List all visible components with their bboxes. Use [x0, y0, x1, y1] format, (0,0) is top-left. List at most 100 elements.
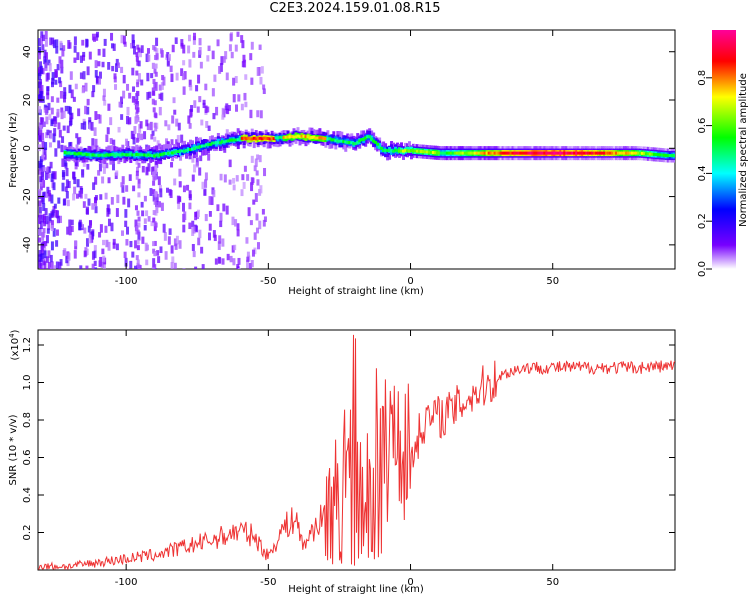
spectrogram-cell	[128, 174, 132, 181]
spectrogram-cell	[212, 189, 216, 198]
spectrogram-cell	[198, 38, 202, 46]
spectrogram-cell	[153, 46, 157, 52]
spectrogram-cell	[65, 191, 69, 199]
spectrogram-cell	[76, 52, 80, 61]
spectrogram-cell	[136, 166, 140, 173]
snr-y-tick-label: 1.2	[22, 337, 33, 353]
spectrogram-cell	[57, 197, 61, 204]
spectrogram-cell	[69, 152, 73, 156]
spectrogram-cell	[113, 76, 117, 83]
spectrogram-cell	[140, 201, 144, 208]
spectrogram-cell	[224, 51, 228, 60]
spectrogram-cell	[233, 268, 237, 269]
spectrogram-cell	[218, 141, 222, 145]
spectrogram-cell	[44, 241, 48, 247]
spectrogram-cell	[72, 193, 76, 201]
spectrogram-cell	[191, 174, 195, 182]
spectrogram-cell	[216, 39, 220, 47]
spectrogram-cell	[250, 260, 254, 268]
spectrogram-cell	[152, 258, 156, 268]
spectrogram-cell	[136, 229, 140, 235]
spectrogram-cell	[193, 164, 197, 173]
spectrogram-cell	[236, 138, 240, 142]
spectrogram-cell	[135, 93, 139, 101]
spectrogram-cell	[211, 50, 215, 60]
spectrogram-cell	[198, 46, 202, 55]
spectrogram-cell	[266, 136, 270, 140]
spectrogram-cell	[145, 153, 149, 157]
spectrogram-cell	[50, 96, 54, 103]
spectrogram-cell	[136, 82, 140, 88]
spectrogram-cell	[198, 145, 202, 149]
spectrogram-cell	[94, 60, 98, 69]
spectrogram-cell	[84, 193, 88, 199]
spectrogram-cell	[236, 229, 240, 237]
spectrogram-cell	[119, 153, 123, 157]
spectrogram-cell	[152, 194, 156, 202]
spectrogram-cell	[38, 229, 42, 236]
spectrogram-cell	[204, 105, 208, 114]
spectrogram-cell	[235, 175, 239, 182]
spectrogram-cell	[62, 110, 66, 119]
spectrogram-cell	[583, 151, 587, 155]
spectrogram-cell	[124, 209, 128, 218]
spectrogram-cell	[87, 225, 91, 233]
spectrogram-cell	[563, 151, 567, 155]
spectrogram-cell	[44, 31, 48, 40]
spectrogram-cell	[314, 136, 318, 140]
spectrogram-cell	[662, 153, 666, 157]
spectrogram-cell	[259, 185, 263, 194]
spectrogram-cell	[226, 253, 230, 261]
spectrogram-cell	[358, 139, 362, 143]
spectrogram-cell	[107, 62, 111, 70]
spectrogram-cell	[194, 211, 198, 221]
spectrogram-cell	[192, 251, 196, 258]
spectrogram-cell	[250, 155, 254, 163]
spectrogram-cell	[66, 199, 70, 207]
spectrogram-cell	[104, 192, 108, 200]
spectrogram-cell	[207, 125, 211, 131]
spectrogram-cell	[256, 67, 260, 76]
spectrogram-cell	[204, 83, 208, 91]
spectrogram-cell	[38, 250, 42, 257]
spectrogram-cell	[182, 202, 186, 212]
spectrogram-cell	[477, 151, 481, 155]
spectrogram-cell	[437, 151, 441, 155]
spectrogram-cell	[73, 250, 77, 259]
spectrogram-cell	[250, 77, 254, 85]
spectrogram-cell	[173, 178, 177, 186]
spectrogram-cell	[91, 263, 95, 269]
spectrogram-cell	[415, 149, 419, 153]
snr-y-tick-label: 0.4	[22, 487, 33, 503]
spectrogram-cell	[52, 205, 56, 214]
spectrogram-cell	[73, 45, 77, 53]
spectrogram-cell	[180, 68, 184, 77]
spectrogram-cell	[85, 248, 89, 256]
spectrogram-cell	[388, 148, 392, 152]
spectrogram-cell	[44, 191, 48, 198]
spectrogram-cell	[199, 61, 203, 69]
spectrogram-cell	[171, 44, 175, 53]
spectrogram-cell	[282, 136, 286, 140]
spectrogram-cell	[60, 59, 64, 69]
spectrogram-cell	[115, 243, 119, 251]
spectrogram-cell	[137, 192, 141, 198]
spectrogram-cell	[49, 267, 53, 269]
spectrogram-cell	[62, 125, 66, 131]
spectrogram-cell	[206, 143, 210, 147]
spectrogram-cell	[197, 74, 201, 84]
spectrogram-cell	[152, 180, 156, 186]
spectrogram-cell	[79, 265, 83, 269]
spectrogram-cell	[38, 144, 42, 152]
spectrogram-cell	[567, 151, 571, 155]
spectrogram-cell	[160, 92, 164, 101]
spectrogram-cell	[137, 231, 141, 241]
spectrogram-cell	[40, 214, 44, 223]
spectrogram-cell	[122, 35, 126, 45]
spectrogram-cell	[292, 135, 296, 139]
spectrogram-cell	[232, 138, 236, 142]
spectrogram-cell	[196, 145, 200, 149]
spectrogram-cell	[250, 137, 254, 141]
spectrogram-cell	[605, 151, 609, 155]
spectrogram-cell	[127, 153, 131, 157]
